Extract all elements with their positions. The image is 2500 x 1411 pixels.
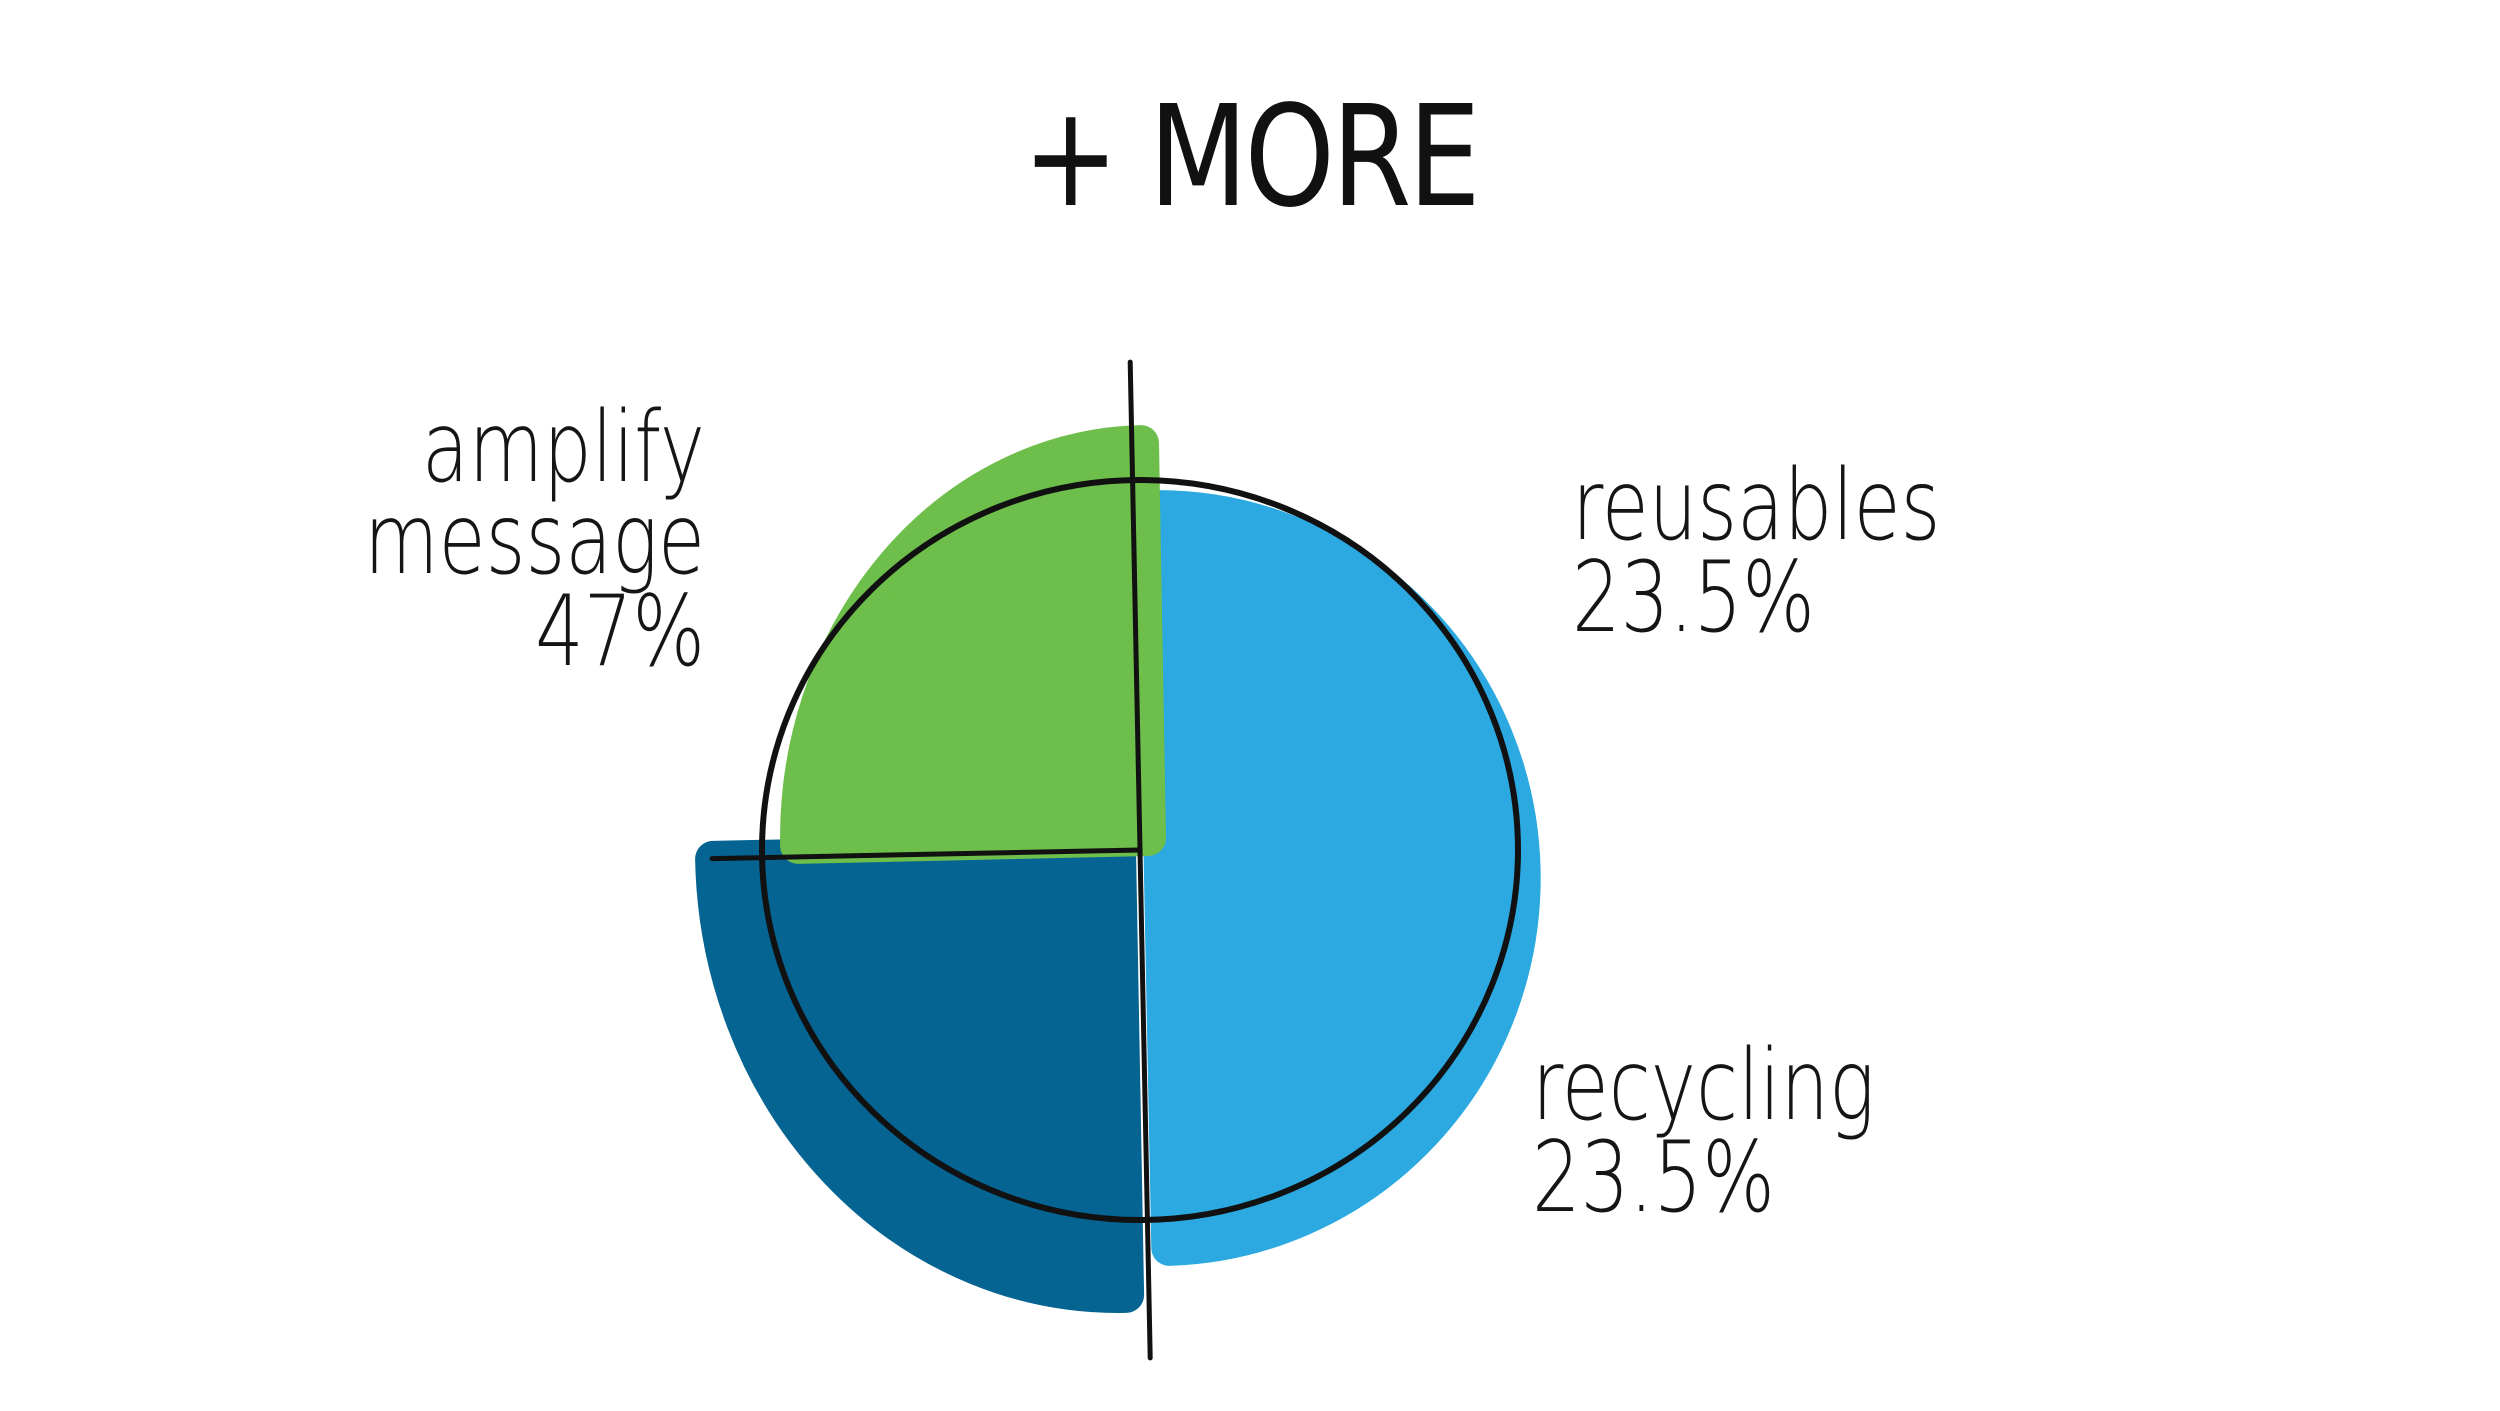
label-amplify-value: 47%	[535, 575, 705, 689]
label-reusables: reusables 23.5%	[1572, 449, 2044, 655]
pie-divider-line	[1127, 359, 1143, 853]
label-amplify-line-1: amplify	[421, 391, 705, 505]
label-recycling: recycling 23.5%	[1532, 1029, 1972, 1235]
pie-outline-group	[709, 359, 1521, 1361]
pie-outline-circle	[759, 477, 1521, 1223]
label-amplify-line-2: message	[364, 483, 705, 597]
pie-divider-line	[709, 847, 1143, 862]
pie-slice-amplify	[1136, 490, 1541, 1266]
label-reusables-name: reusables	[1572, 449, 1941, 563]
pie-slices-group	[695, 425, 1541, 1313]
label-amplify-message: amplify message 47%	[268, 391, 705, 689]
chart-title: + MORE	[1022, 76, 1481, 239]
label-recycling-name: recycling	[1532, 1029, 1875, 1143]
pie-divider-line	[1137, 847, 1153, 1361]
label-reusables-value: 23.5%	[1572, 541, 1815, 655]
label-recycling-value: 23.5%	[1532, 1121, 1775, 1235]
pie-slice-recycling	[780, 425, 1166, 864]
pie-slice-reusables	[695, 832, 1145, 1313]
